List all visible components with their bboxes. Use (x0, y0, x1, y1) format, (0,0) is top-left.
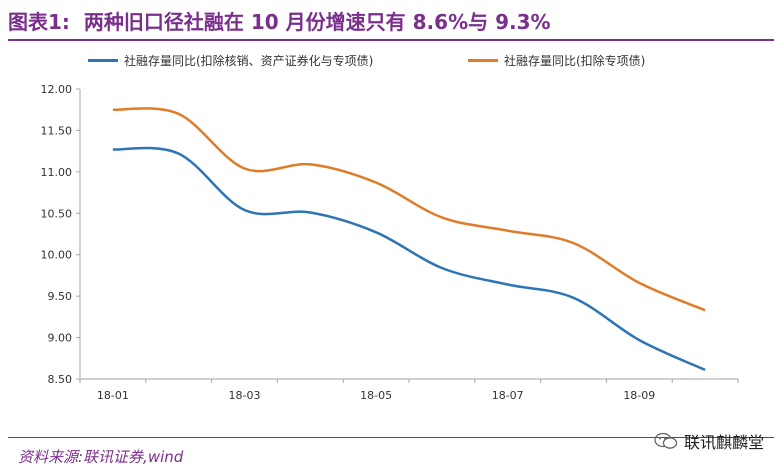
y-tick-label: 10.00 (41, 249, 73, 262)
y-tick-label: 11.50 (41, 124, 73, 137)
x-tick-label: 18-09 (623, 389, 655, 402)
x-tick-label: 18-07 (492, 389, 524, 402)
brand-watermark: 联讯麒麟堂 (654, 429, 764, 453)
y-tick-label: 10.50 (41, 207, 73, 220)
title-divider (8, 39, 774, 41)
x-tick-label: 18-05 (360, 389, 392, 402)
legend-label-orange: 社融存量同比(扣除专项债) (504, 54, 646, 68)
legend-swatch-blue (88, 59, 118, 62)
wechat-icon (654, 432, 678, 449)
y-tick-label: 9.00 (48, 332, 73, 345)
legend-item-blue: 社融存量同比(扣除核销、资产证券化与专项债) (88, 52, 373, 69)
y-tick-label: 12.00 (41, 83, 73, 96)
footer-divider (8, 437, 774, 438)
figure-title: 图表1: 两种旧口径社融在 10 月份增速只有 8.6%与 9.3% (8, 6, 551, 35)
series-line-blue (112, 146, 706, 372)
y-tick-label: 9.50 (48, 290, 73, 303)
series-line-orange (112, 107, 706, 312)
source-note: 资料来源:联讯证券,wind (18, 448, 184, 466)
legend-swatch-orange (468, 59, 498, 62)
y-tick-label: 11.00 (41, 166, 73, 179)
legend-label-blue: 社融存量同比(扣除核销、资产证券化与专项债) (124, 54, 374, 68)
figure-number: 图表1: (8, 10, 70, 34)
brand-name: 联讯麒麟堂 (683, 433, 764, 452)
figure-title-text: 两种旧口径社融在 10 月份增速只有 8.6%与 9.3% (83, 10, 551, 34)
y-tick-label: 8.50 (48, 373, 73, 386)
legend-item-orange: 社融存量同比(扣除专项债) (468, 52, 645, 69)
x-tick-label: 18-03 (229, 389, 261, 402)
x-tick-label: 18-01 (97, 389, 129, 402)
